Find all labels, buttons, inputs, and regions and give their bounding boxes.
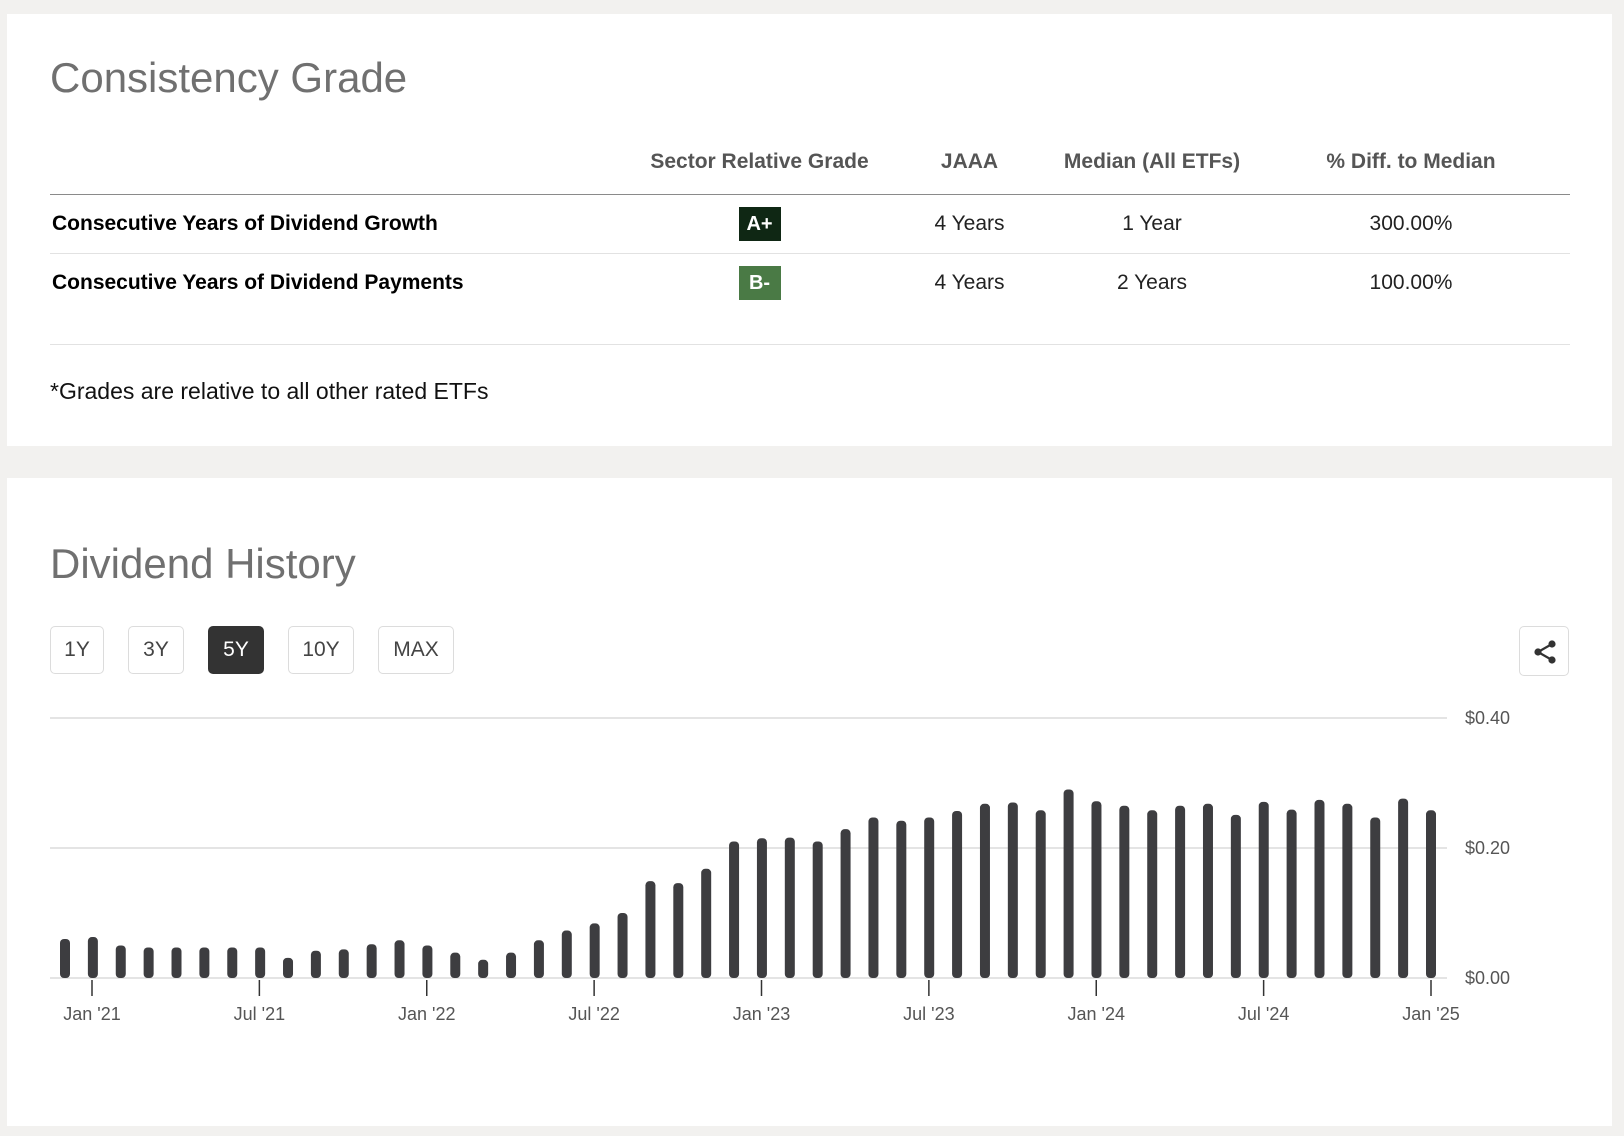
x-tick-label: Jan '22: [398, 1004, 455, 1024]
consistency-grade-table: Sector Relative Grade JAAA Median (All E…: [50, 130, 1570, 312]
range-button-1y[interactable]: 1Y: [50, 626, 104, 674]
dividend-bar: [1314, 799, 1325, 978]
dividend-bar: [1398, 798, 1409, 978]
dividend-bar: [1202, 803, 1213, 978]
share-icon: [1534, 640, 1556, 664]
x-tick-label: Jul '21: [234, 1004, 285, 1024]
dividend-bar: [171, 947, 182, 978]
dividend-history-chart: $0.40 $0.20 $0.00 Jan '21 Jul '21 Jan '22 Jul …: [50, 708, 1510, 1024]
grade-badge: B-: [738, 266, 781, 300]
grades-footnote: *Grades are relative to all other rated …: [50, 378, 489, 404]
dividend-history-card: Dividend History 1Y 3Y 5Y 10Y MAX $0.40 $…: [7, 478, 1612, 1126]
median-value: 1 Year: [1052, 194, 1252, 254]
row-label: Consecutive Years of Dividend Growth: [50, 194, 632, 254]
dividend-bar: [422, 945, 433, 978]
table-header-row: Sector Relative Grade JAAA Median (All E…: [50, 130, 1570, 195]
dividend-bar: [199, 947, 210, 978]
dividend-bar: [1286, 809, 1297, 978]
dividend-bar: [1370, 817, 1381, 978]
x-tick-label: Jan '21: [63, 1004, 120, 1024]
dividend-bar: [115, 945, 126, 978]
range-button-5y[interactable]: 5Y: [208, 626, 264, 674]
x-tick-label: Jan '24: [1068, 1004, 1125, 1024]
dividend-bar: [784, 837, 795, 978]
diff-value: 100.00%: [1369, 271, 1453, 294]
dividend-bar: [924, 817, 935, 978]
dividend-bar: [506, 952, 517, 978]
grade-badge: A+: [738, 207, 781, 241]
diff-value: 300.00%: [1252, 194, 1570, 254]
table-row: Consecutive Years of Dividend Growth A+ …: [50, 194, 1570, 254]
dividend-bar: [338, 949, 349, 978]
dividend-bar: [478, 959, 489, 978]
dividend-bar: [366, 944, 377, 978]
share-button[interactable]: [1519, 626, 1569, 676]
y-tick-label: $0.20: [1465, 838, 1510, 858]
dividend-bar: [617, 913, 628, 978]
dividend-bar: [1230, 814, 1241, 978]
header-blank: [50, 130, 632, 195]
dividend-bar: [673, 883, 684, 978]
x-tick-label: Jan '25: [1402, 1004, 1459, 1024]
dividend-bar: [840, 829, 851, 978]
dividend-history-title: Dividend History: [50, 540, 356, 587]
dividend-bar: [868, 817, 879, 978]
ticker-value: 4 Years: [887, 194, 1052, 254]
table-row: Consecutive Years of Dividend Payments B…: [50, 254, 1570, 313]
x-tick-label: Jul '24: [1238, 1004, 1289, 1024]
dividend-bar: [701, 868, 712, 978]
y-tick-label: $0.00: [1465, 968, 1510, 988]
x-tick-label: Jan '23: [733, 1004, 790, 1024]
consistency-grade-title: Consistency Grade: [50, 54, 408, 101]
row-label: Consecutive Years of Dividend Payments: [52, 271, 464, 294]
y-tick-label: $0.40: [1465, 708, 1510, 728]
dividend-bar: [60, 939, 70, 978]
x-tick-label: Jul '23: [903, 1004, 954, 1024]
dividend-bar: [450, 952, 461, 978]
range-button-10y[interactable]: 10Y: [288, 626, 354, 674]
dividend-bar: [1119, 805, 1130, 978]
header-ticker: JAAA: [887, 130, 1052, 195]
dividend-bar: [952, 810, 963, 978]
dividend-bar: [756, 838, 767, 978]
grade-cell: A+: [632, 194, 887, 254]
range-button-max[interactable]: MAX: [378, 626, 454, 674]
dividend-bar: [143, 947, 154, 978]
dividend-bar: [1091, 801, 1102, 978]
dividend-bar: [283, 957, 294, 978]
dividend-bar: [1063, 789, 1074, 978]
dividend-bar: [1007, 802, 1018, 978]
range-button-3y[interactable]: 3Y: [128, 626, 184, 674]
dividend-bar: [310, 950, 321, 978]
header-median: Median (All ETFs): [1052, 130, 1252, 195]
dividend-bar: [1035, 810, 1046, 978]
grade-cell: B-: [632, 254, 887, 313]
dividend-bar: [1342, 803, 1353, 978]
dividend-bar: [1147, 810, 1158, 978]
header-diff-to-median: % Diff. to Median: [1252, 130, 1570, 195]
consistency-grade-card: Consistency Grade Sector Relative Grade …: [7, 14, 1612, 446]
dividend-bar: [87, 937, 98, 978]
ticker-value: 4 Years: [934, 271, 1005, 294]
dividend-bar: [896, 820, 907, 978]
dividend-bar: [812, 841, 823, 978]
divider: [50, 344, 1570, 345]
dividend-bar: [394, 940, 405, 978]
dividend-bar: [533, 940, 544, 978]
dividend-bar: [1258, 801, 1269, 978]
dividend-bar: [255, 947, 266, 978]
header-sector-relative-grade: Sector Relative Grade: [632, 130, 887, 195]
dividend-bar: [1175, 805, 1186, 978]
x-tick-label: Jul '22: [568, 1004, 619, 1024]
dividend-bar: [729, 841, 740, 978]
median-value: 2 Years: [1116, 271, 1188, 294]
dividend-bar: [589, 923, 600, 978]
dividend-bar: [645, 881, 656, 978]
dividend-bar: [561, 930, 572, 978]
dividend-bar: [979, 803, 990, 978]
dividend-bar: [1426, 810, 1436, 978]
dividend-bar: [227, 947, 238, 978]
